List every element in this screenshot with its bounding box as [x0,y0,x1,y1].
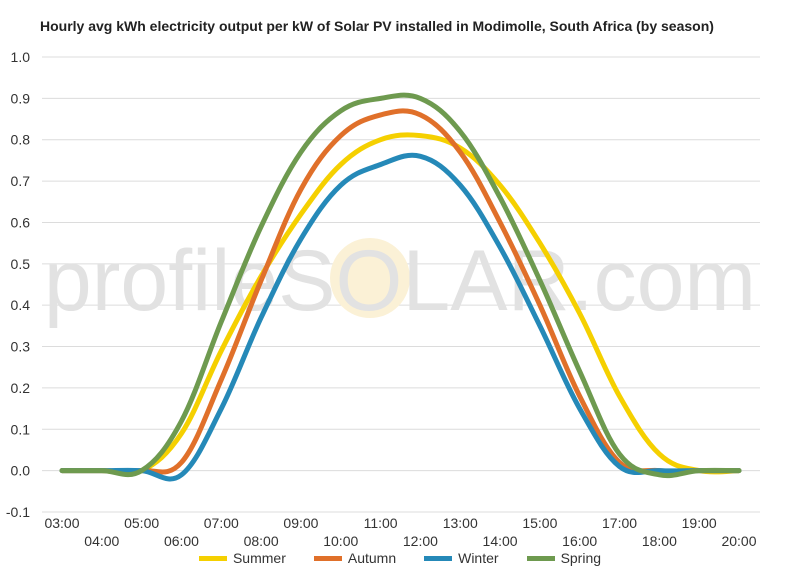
y-tick-label: 1.0 [11,49,31,65]
x-tick-label: 12:00 [403,533,438,549]
y-tick-label: 0.9 [11,90,31,106]
x-tick-label: 07:00 [204,515,239,531]
series-line-summer [59,132,742,477]
watermark-text: profileSOLAR.com [44,233,756,329]
x-tick-label: 16:00 [562,533,597,549]
legend-item-summer: Summer [198,549,286,567]
x-tick-label: 10:00 [323,533,358,549]
x-tick-label: 17:00 [602,515,637,531]
x-tick-label: 09:00 [283,515,318,531]
y-axis-ticks: -0.1 0.0 0.1 0.2 0.3 0.4 0.5 0.6 0.7 0.8 0.9 1.0 [6,49,30,520]
x-tick-label: 05:00 [124,515,159,531]
y-tick-label: 0.7 [11,173,31,189]
series-line-spring [59,92,742,479]
x-tick-label: 04:00 [84,533,119,549]
legend-swatch [526,555,555,561]
legend-label: Summer [232,550,286,566]
legend-swatch [424,555,453,561]
legend-label: Autumn [347,550,397,566]
legend-swatch [313,555,342,561]
legend-item-spring: Spring [526,549,602,567]
x-tick-label: 03:00 [44,515,79,531]
x-tick-label: 18:00 [642,533,677,549]
y-tick-label: 0.8 [11,132,31,148]
x-tick-label: 11:00 [364,515,398,531]
y-tick-label: 0.5 [11,256,31,272]
legend-label: Spring [560,550,602,566]
x-axis-ticks: 03:00 05:00 07:00 09:00 11:00 13:00 15:00 17:00… [44,515,756,549]
y-tick-label: 0.3 [11,339,31,355]
x-tick-label: 15:00 [522,515,557,531]
series-line-autumn [59,108,742,475]
y-tick-label: 0.6 [11,214,31,230]
x-tick-label: 08:00 [244,533,279,549]
x-tick-label: 20:00 [721,533,756,549]
x-tick-label: 06:00 [164,533,199,549]
watermark: profileSOLAR.com [44,233,756,329]
series-line-winter [59,152,742,482]
legend-item-autumn: Autumn [313,549,397,567]
legend: Summer Autumn Winter Spring [0,549,800,567]
watermark-sun-icon [330,238,410,318]
y-tick-label: 0.0 [11,463,31,479]
x-tick-label: 19:00 [682,515,717,531]
x-tick-label: 14:00 [483,533,518,549]
chart-title: Hourly avg kWh electricity output per kW… [40,18,714,34]
y-tick-label: 0.4 [11,297,31,313]
series-layer [59,92,742,482]
y-tick-label: -0.1 [6,504,30,520]
y-tick-label: 0.2 [11,380,31,396]
x-tick-label: 13:00 [443,515,478,531]
legend-item-winter: Winter [424,549,499,567]
legend-label: Winter [458,550,499,566]
y-tick-label: 0.1 [11,421,31,437]
legend-swatch [198,555,227,561]
